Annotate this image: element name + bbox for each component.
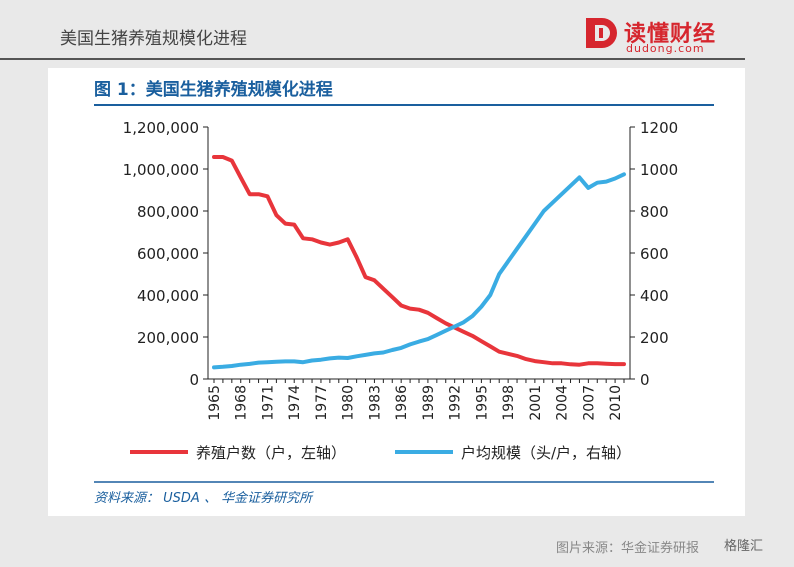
- right-tick-label: 400: [640, 287, 669, 305]
- page-title: 美国生猪养殖规模化进程: [60, 29, 247, 49]
- x-tick-label: 2004: [555, 385, 571, 421]
- source-prefix: 资料来源：: [94, 491, 159, 506]
- footer-brand[interactable]: 格隆汇: [724, 539, 764, 554]
- right-tick-label: 600: [640, 245, 669, 263]
- legend-label-2: 户均规模（头/户，右轴）: [461, 444, 631, 462]
- plot-area: 0 200,000 400,000 600,000 800,000 1,000,000 1,…: [123, 119, 679, 462]
- right-tick-label: 0: [640, 371, 650, 389]
- left-tick-label: 200,000: [137, 329, 199, 347]
- x-tick-label: 1977: [314, 385, 330, 421]
- left-tick-label: 400,000: [137, 287, 199, 305]
- chart-panel: 图 1：美国生猪养殖规模化进程 资料来源： USDA 、 华金证券研究所 0 20…: [48, 68, 745, 516]
- x-tick-label: 1992: [448, 385, 464, 421]
- x-tick-label: 2010: [608, 385, 624, 421]
- x-tick-label: 1965: [207, 385, 223, 421]
- right-tick-label: 1200: [640, 119, 678, 137]
- source-firm: 华金证券研究所: [221, 490, 314, 506]
- image-source: 图片来源：华金证券研报: [556, 541, 700, 556]
- dudong-logo-icon: [586, 18, 617, 48]
- x-tick-label: 1986: [394, 385, 410, 421]
- source-usda: USDA: [163, 491, 200, 506]
- x-tick-label: 1968: [234, 385, 250, 421]
- left-tick-label: 1,000,000: [123, 161, 199, 179]
- x-tick-label: 1974: [287, 385, 303, 421]
- right-tick-label: 200: [640, 329, 669, 347]
- left-tick-label: 600,000: [137, 245, 199, 263]
- x-tick-label: 1983: [367, 385, 383, 421]
- left-tick-label: 0: [189, 371, 199, 389]
- figure-title: 图 1：美国生猪养殖规模化进程: [94, 79, 333, 100]
- x-tick-label: 2007: [581, 385, 597, 421]
- source-sep: 、: [204, 491, 217, 506]
- x-tick-label: 1989: [421, 385, 437, 421]
- legend-label-1: 养殖户数（户，左轴）: [196, 444, 346, 462]
- left-tick-label: 1,200,000: [123, 119, 199, 137]
- x-tick-label: 1980: [341, 385, 357, 421]
- chart-svg: 图 1：美国生猪养殖规模化进程 资料来源： USDA 、 华金证券研究所 0 20…: [94, 79, 714, 506]
- x-tick-label: 1995: [474, 385, 490, 421]
- brand-logo[interactable]: 读懂财经 dudong.com: [584, 14, 734, 56]
- series-line-2: [212, 172, 626, 370]
- x-tick-label: 1971: [260, 385, 276, 421]
- left-tick-label: 800,000: [137, 203, 199, 221]
- series-line-1: [212, 155, 626, 367]
- brand-url: dudong.com: [626, 42, 705, 55]
- brand-name: 读懂财经: [624, 22, 717, 47]
- right-tick-label: 800: [640, 203, 669, 221]
- source-line: 资料来源： USDA 、 华金证券研究所: [94, 490, 314, 506]
- x-tick-label: 1998: [501, 385, 517, 421]
- header-divider: [0, 58, 745, 60]
- x-tick-label: 2001: [528, 385, 544, 421]
- right-tick-label: 1000: [640, 161, 678, 179]
